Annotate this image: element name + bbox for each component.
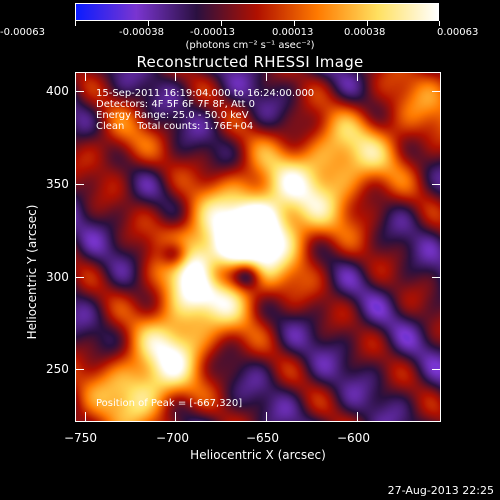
x-tick xyxy=(85,72,86,81)
y-tick xyxy=(432,369,441,370)
rhessi-heatmap-image xyxy=(76,73,440,421)
y-tick xyxy=(75,277,84,278)
colorbar-tick xyxy=(367,21,368,26)
colorbar-tick xyxy=(439,21,440,26)
colorbar-tick xyxy=(294,21,295,26)
plot-timestamp: 27-Aug-2013 22:25 xyxy=(387,484,494,497)
x-tick xyxy=(357,412,358,421)
colorbar xyxy=(75,3,439,21)
plot-frame: 15-Sep-2011 16:19:04.000 to 16:24:00.000… xyxy=(75,72,441,422)
colorbar-tick-label: 0.00013 xyxy=(272,27,314,38)
x-tick xyxy=(266,72,267,81)
colorbar-tick-label: -0.00063 xyxy=(0,27,45,38)
image-title: Reconstructed RHESSI Image xyxy=(136,53,364,71)
y-tick xyxy=(75,91,84,92)
x-tick xyxy=(175,412,176,421)
clean-counts-text: Clean Total counts: 1.76E+04 xyxy=(96,121,254,132)
x-tick xyxy=(175,72,176,81)
y-tick-label: 350 xyxy=(46,177,69,191)
colorbar-tick xyxy=(75,21,76,26)
x-tick-label: −750 xyxy=(64,431,97,445)
energy-range-text: Energy Range: 25.0 - 50.0 keV xyxy=(96,110,249,121)
x-axis-label: Heliocentric X (arcsec) xyxy=(190,448,326,462)
colorbar-units: (photons cm⁻² s⁻¹ asec⁻²) xyxy=(185,40,315,51)
y-tick xyxy=(432,184,441,185)
y-tick xyxy=(75,369,84,370)
y-tick xyxy=(75,184,84,185)
x-tick xyxy=(357,72,358,81)
x-tick-label: −650 xyxy=(246,431,279,445)
y-tick-label: 300 xyxy=(46,270,69,284)
y-tick-label: 250 xyxy=(46,362,69,376)
detectors-text: Detectors: 4F 5F 6F 7F 8F, Att 0 xyxy=(96,99,256,110)
colorbar-tick-label: -0.00013 xyxy=(190,27,235,38)
time-range-text: 15-Sep-2011 16:19:04.000 to 16:24:00.000 xyxy=(96,88,315,99)
x-tick-label: −700 xyxy=(156,431,189,445)
x-tick-label: −600 xyxy=(337,431,370,445)
y-tick xyxy=(432,277,441,278)
colorbar-tick-label: 0.00038 xyxy=(344,27,386,38)
x-tick xyxy=(85,412,86,421)
x-tick xyxy=(266,412,267,421)
y-tick xyxy=(432,91,441,92)
colorbar-tick xyxy=(148,21,149,26)
colorbar-tick xyxy=(221,21,222,26)
colorbar-tick-label: 0.00063 xyxy=(437,27,479,38)
y-tick-label: 400 xyxy=(46,84,69,98)
y-axis-label: Heliocentric Y (arcsec) xyxy=(25,204,39,340)
colorbar-tick-label: -0.00038 xyxy=(119,27,164,38)
peak-position-text: Position of Peak = [-667,320] xyxy=(96,398,243,409)
